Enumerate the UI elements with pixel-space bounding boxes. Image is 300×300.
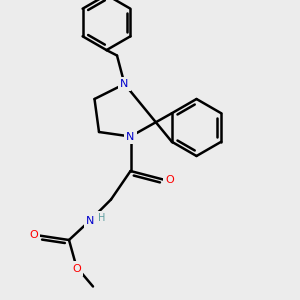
Text: N: N <box>86 215 94 226</box>
Text: H: H <box>98 213 105 223</box>
Text: O: O <box>29 230 38 241</box>
Text: O: O <box>72 263 81 274</box>
Text: N: N <box>126 131 135 142</box>
Text: O: O <box>165 175 174 185</box>
Text: N: N <box>120 79 129 89</box>
